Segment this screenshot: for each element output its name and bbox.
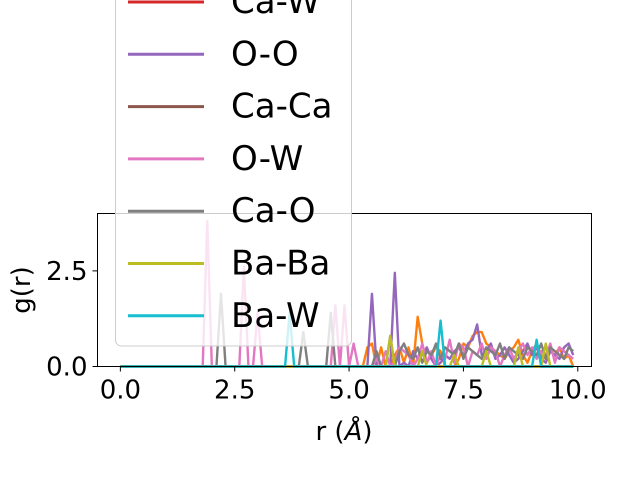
y-axis-ticks: 0.0 2.5 — [46, 257, 98, 383]
legend-label-o-w: O-W — [231, 139, 303, 179]
x-tick-label: 10.0 — [549, 376, 607, 406]
y-tick-label: 0.0 — [46, 353, 87, 383]
legend: Ca-W O-O Ca-Ca O-W Ca-O Ba-Ba Ba-W — [115, 0, 352, 347]
legend-label-ca-o: Ca-O — [231, 191, 316, 231]
x-axis-label: r (Å) — [315, 415, 372, 447]
legend-label-ba-w: Ba-W — [231, 296, 320, 336]
legend-box — [115, 0, 352, 347]
legend-label-ca-w: Ca-W — [231, 0, 320, 22]
y-axis-label: g(r) — [7, 266, 37, 313]
legend-label-ba-ba: Ba-Ba — [231, 244, 330, 284]
x-tick-label: 0.0 — [100, 376, 141, 406]
legend-entries: Ca-W O-O Ca-Ca O-W Ca-O Ba-Ba Ba-W — [128, 0, 332, 336]
x-tick-label: 5.0 — [328, 376, 369, 406]
x-tick-label: 7.5 — [443, 376, 484, 406]
legend-label-o-o: O-O — [231, 34, 299, 74]
y-tick-label: 2.5 — [46, 257, 87, 287]
x-tick-label: 2.5 — [214, 376, 255, 406]
x-axis-ticks: 0.0 2.5 5.0 7.5 10.0 — [100, 366, 607, 406]
legend-label-ca-ca: Ca-Ca — [231, 87, 332, 127]
